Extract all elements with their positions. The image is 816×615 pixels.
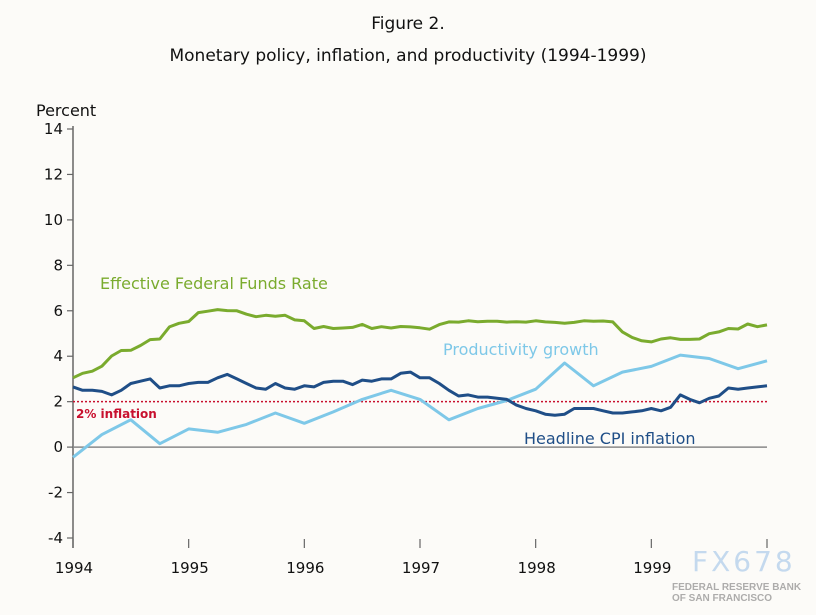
y-tick-label: 10: [44, 211, 63, 229]
fed-funds-label: Effective Federal Funds Rate: [100, 274, 328, 293]
x-tick-label: 1998: [518, 559, 556, 577]
y-tick-label: 2: [53, 393, 63, 411]
productivity-line: [72, 353, 768, 459]
watermark: FX678: [692, 545, 796, 578]
y-tick-label: 6: [53, 302, 63, 320]
x-tick-label: 1997: [402, 559, 440, 577]
frbsf-logo: FEDERAL RESERVE BANK OF SAN FRANCISCO: [672, 582, 802, 604]
x-tick-label: 1995: [171, 559, 209, 577]
fed_funds-line: [72, 308, 768, 380]
target-inflation-label: 2% inflation: [76, 407, 157, 421]
y-tick-label: 12: [44, 165, 63, 183]
x-tick-label: 1994: [55, 559, 93, 577]
y-tick-label: 4: [53, 347, 63, 365]
series-lines: [72, 308, 768, 459]
x-tick-label: 1999: [633, 559, 671, 577]
y-axis: 14 12 10 8 6 4 2 0 -2 -4: [44, 120, 74, 548]
y-tick-label: -2: [48, 484, 63, 502]
y-tick-label: 14: [44, 120, 63, 138]
y-tick-label: 8: [53, 256, 63, 274]
y-tick-label: 0: [53, 438, 63, 456]
cpi-label: Headline CPI inflation: [524, 429, 696, 448]
figure-number: Figure 2.: [371, 14, 445, 34]
y-axis-label: Percent: [36, 101, 96, 120]
x-axis: 1994 1995 1996 1997 1998 1999: [55, 446, 768, 577]
y-tick-label: -4: [48, 529, 63, 547]
cpi-line: [72, 370, 768, 417]
chart-title: Monetary policy, inflation, and producti…: [169, 46, 647, 66]
x-tick-label: 1996: [286, 559, 324, 577]
productivity-label: Productivity growth: [443, 340, 599, 359]
